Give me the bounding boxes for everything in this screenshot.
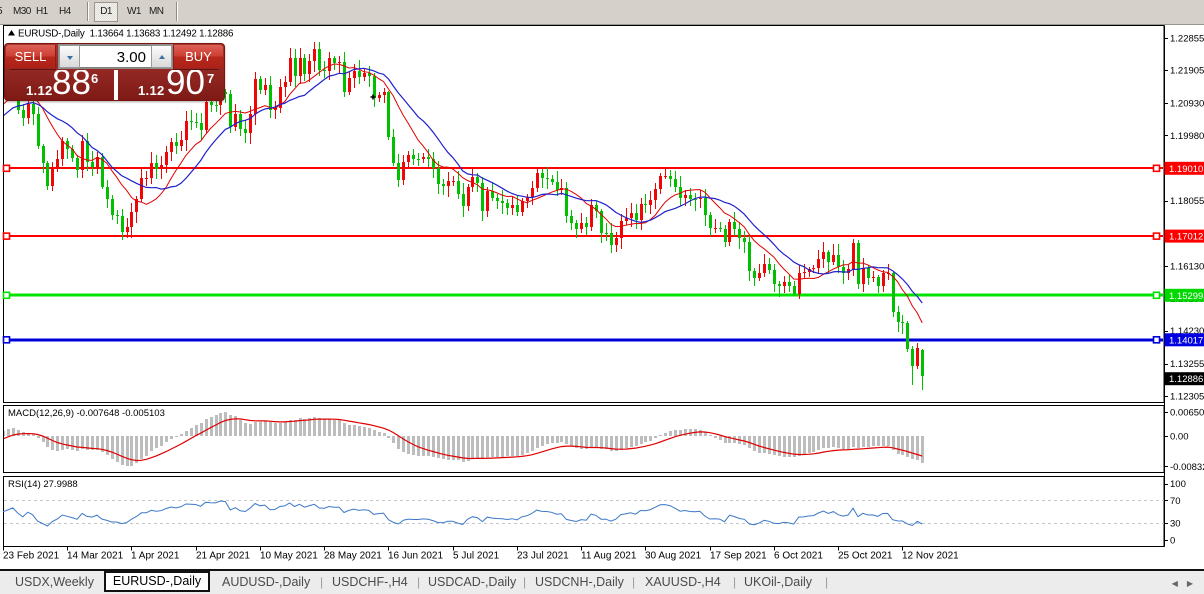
- svg-text:MACD(12,26,9) -0.007648 -0.005: MACD(12,26,9) -0.007648 -0.005103: [8, 408, 165, 419]
- svg-text:23 Jul 2021: 23 Jul 2021: [517, 551, 569, 562]
- svg-text:0: 0: [1170, 536, 1175, 547]
- svg-text:0.006503: 0.006503: [1170, 408, 1204, 419]
- svg-text:30 Aug 2021: 30 Aug 2021: [645, 551, 702, 562]
- svg-text:1.19980: 1.19980: [1170, 131, 1204, 142]
- svg-text:28 May 2021: 28 May 2021: [324, 551, 382, 562]
- svg-text:1.13255: 1.13255: [1170, 359, 1204, 370]
- svg-text:1.21905: 1.21905: [1170, 66, 1204, 77]
- svg-text:21 Apr 2021: 21 Apr 2021: [196, 551, 250, 562]
- svg-text:100: 100: [1170, 479, 1186, 490]
- svg-text:EURUSD-,Daily 1.13664 1.13683: EURUSD-,Daily 1.13664 1.13683 1.12492 1.…: [18, 29, 234, 40]
- svg-text:1.15299: 1.15299: [1169, 291, 1203, 302]
- svg-text:12 Nov 2021: 12 Nov 2021: [902, 551, 959, 562]
- svg-text:1.18055: 1.18055: [1170, 196, 1204, 207]
- svg-text:25 Oct 2021: 25 Oct 2021: [838, 551, 893, 562]
- svg-text:14 Mar 2021: 14 Mar 2021: [67, 551, 124, 562]
- svg-text:1 Apr 2021: 1 Apr 2021: [131, 551, 180, 562]
- svg-text:1.14017: 1.14017: [1169, 335, 1203, 346]
- svg-text:1.12305: 1.12305: [1170, 391, 1204, 402]
- svg-text:11 Aug 2021: 11 Aug 2021: [581, 551, 637, 562]
- svg-text:23 Feb 2021: 23 Feb 2021: [3, 551, 60, 562]
- svg-text:1.22855: 1.22855: [1170, 33, 1204, 44]
- svg-text:1.14230: 1.14230: [1170, 326, 1204, 337]
- svg-text:70: 70: [1170, 496, 1181, 507]
- svg-text:-0.00832: -0.00832: [1170, 462, 1204, 473]
- svg-text:5 Jul 2021: 5 Jul 2021: [453, 551, 500, 562]
- svg-text:17 Sep 2021: 17 Sep 2021: [710, 551, 767, 562]
- svg-text:10 May 2021: 10 May 2021: [260, 551, 318, 562]
- svg-text:1.20930: 1.20930: [1170, 99, 1204, 110]
- svg-text:6 Oct 2021: 6 Oct 2021: [774, 551, 823, 562]
- svg-text:1.19010: 1.19010: [1169, 164, 1203, 175]
- svg-text:RSI(14) 27.9988: RSI(14) 27.9988: [8, 479, 78, 490]
- svg-text:30: 30: [1170, 519, 1181, 530]
- svg-text:1.12886: 1.12886: [1169, 374, 1203, 385]
- svg-text:0.00: 0.00: [1170, 432, 1189, 443]
- svg-text:1.17012: 1.17012: [1169, 232, 1203, 243]
- svg-text:1.16130: 1.16130: [1170, 262, 1204, 273]
- svg-text:16 Jun 2021: 16 Jun 2021: [388, 551, 443, 562]
